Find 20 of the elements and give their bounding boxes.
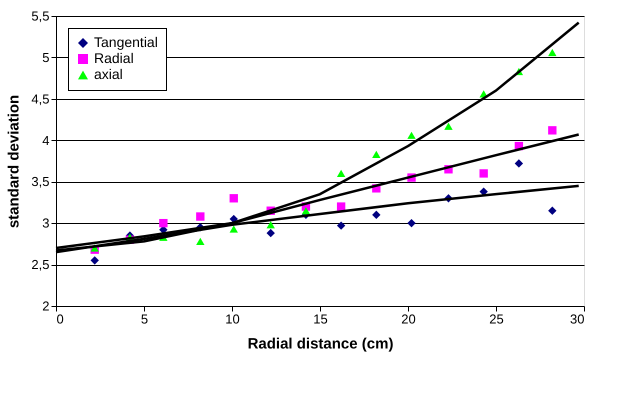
- y-tick-label: 3: [42, 216, 50, 231]
- y-axis-title: standard deviation: [5, 94, 22, 228]
- x-tick-label: 20: [401, 312, 416, 326]
- y-tick-label: 5,5: [31, 8, 50, 24]
- legend-label: Tangential: [94, 34, 158, 50]
- x-tick-label: 10: [225, 312, 240, 326]
- x-tick-label: 15: [313, 312, 328, 326]
- y-tick-label: 5: [42, 50, 50, 65]
- x-axis-title: Radial distance (cm): [248, 336, 394, 352]
- y-tick-label: 4: [42, 132, 50, 148]
- y-tick-label: 4,5: [31, 91, 50, 106]
- x-tick-label: 0: [56, 312, 64, 326]
- legend-label: axial: [94, 66, 123, 82]
- y-tick-label: 2: [42, 298, 50, 314]
- x-tick-label: 25: [489, 312, 504, 326]
- legend-label: Radial: [94, 50, 134, 66]
- y-tick-label: 3,5: [31, 174, 50, 190]
- y-tick-label: 2,5: [31, 257, 50, 272]
- x-tick-label: 30: [570, 312, 584, 326]
- x-tick-label: 5: [140, 312, 148, 326]
